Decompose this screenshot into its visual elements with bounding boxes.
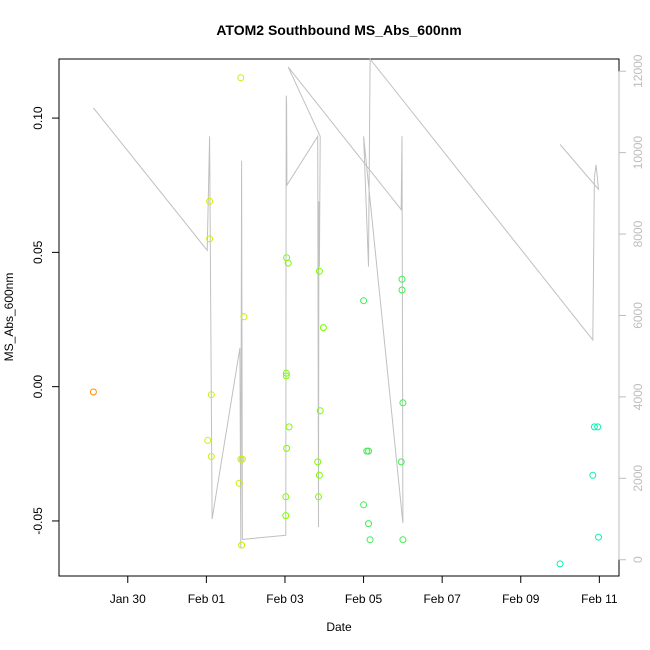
data-point — [316, 407, 324, 415]
series-line-0 — [93, 57, 600, 548]
data-point — [237, 74, 245, 82]
data-point — [285, 423, 293, 431]
data-point — [238, 455, 246, 463]
data-point — [594, 423, 602, 431]
data-point — [365, 447, 372, 455]
data-point — [366, 536, 374, 544]
data-point — [315, 493, 322, 501]
x-axis: Jan 30 Feb 01 Feb 03 Feb 05 Feb 07 Feb 09 Feb … — [110, 575, 618, 606]
x-tick-label: Feb 01 — [188, 592, 226, 606]
y2-tick-label: 2000 — [631, 465, 645, 492]
data-point — [315, 267, 323, 275]
y-axis: -0.05 0.00 0.05 0.10 — [31, 106, 60, 535]
y-tick-label: 0.10 — [31, 106, 45, 130]
data-point — [365, 520, 372, 528]
data-point — [399, 536, 407, 544]
data-point — [207, 453, 215, 460]
y2-tick-label: 4000 — [631, 383, 645, 410]
data-point — [314, 458, 322, 466]
data-point — [398, 286, 406, 294]
x-tick-label: Feb 11 — [581, 592, 618, 606]
data-point — [207, 391, 215, 399]
data-point — [283, 444, 291, 452]
y2-tick-label: 10000 — [631, 136, 645, 170]
y2-tick-label: 6000 — [631, 302, 645, 329]
x-axis-label: Date — [326, 620, 352, 634]
y-tick-label: 0.05 — [31, 240, 45, 264]
x-tick-label: Feb 05 — [345, 592, 383, 606]
data-point — [282, 369, 290, 377]
data-point — [397, 458, 405, 466]
data-point — [282, 372, 290, 380]
x-tick-label: Feb 03 — [266, 592, 304, 606]
data-point — [319, 324, 327, 332]
y-tick-label: 0.00 — [31, 375, 45, 399]
data-point — [360, 297, 368, 305]
data-point — [206, 235, 214, 243]
y2-tick-label: 8000 — [631, 220, 645, 247]
data-point — [282, 493, 290, 501]
x-tick-label: Feb 09 — [502, 592, 540, 606]
y-tick-label: -0.05 — [31, 507, 45, 535]
data-point — [399, 399, 407, 407]
y2-tick-label: 12000 — [631, 54, 645, 88]
y2-axis: 0 2000 4000 6000 8000 10000 12000 — [618, 54, 645, 563]
data-point — [589, 471, 597, 479]
data-point — [240, 313, 248, 321]
data-point — [282, 512, 290, 520]
data-point — [315, 471, 323, 479]
data-point — [398, 275, 406, 283]
data-point — [238, 541, 246, 549]
points-layer — [89, 74, 602, 568]
data-point — [235, 479, 243, 487]
chart-title: ATOM2 Southbound MS_Abs_600nm — [216, 22, 461, 38]
x-tick-label: Feb 07 — [423, 592, 461, 606]
y2-tick-label: 0 — [631, 556, 645, 563]
data-point — [360, 501, 368, 509]
data-point — [556, 560, 564, 568]
y-axis-label: MS_Abs_600nm — [2, 273, 16, 362]
data-point — [284, 259, 292, 267]
x-tick-label: Jan 30 — [110, 592, 146, 606]
data-point — [89, 388, 97, 396]
line-layer — [93, 57, 600, 548]
data-point — [204, 436, 212, 444]
data-point — [595, 533, 602, 541]
data-point — [206, 197, 214, 205]
data-point — [590, 423, 598, 431]
